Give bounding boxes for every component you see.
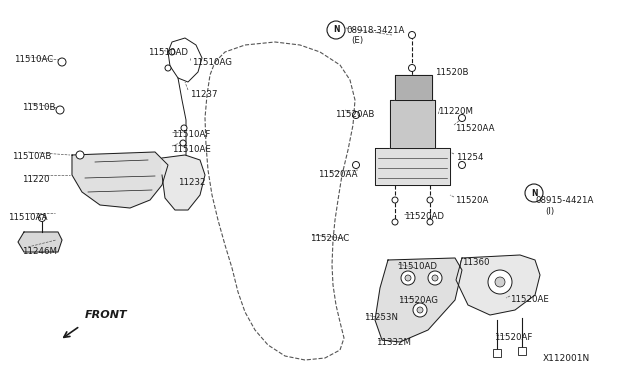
Text: 11360: 11360 [462,258,490,267]
Text: (I): (I) [545,207,554,216]
Text: 11254: 11254 [456,153,483,162]
Text: 11510B: 11510B [22,103,56,112]
Polygon shape [456,255,540,315]
Polygon shape [375,148,450,185]
Circle shape [525,184,543,202]
Polygon shape [72,152,168,208]
Polygon shape [162,155,205,210]
Circle shape [413,303,427,317]
Text: 11220M: 11220M [438,107,473,116]
Text: 11510AA: 11510AA [8,213,47,222]
Text: 11510AD: 11510AD [397,262,437,271]
Text: 11520AF: 11520AF [494,333,532,342]
Text: 11220: 11220 [22,175,49,184]
Circle shape [401,271,415,285]
Circle shape [181,125,187,131]
Text: 08918-3421A: 08918-3421A [346,26,404,35]
Text: X112001N: X112001N [543,354,590,363]
Text: 11520AE: 11520AE [510,295,549,304]
Circle shape [392,197,398,203]
Text: FRONT: FRONT [85,310,127,320]
Text: 11510AF: 11510AF [172,130,211,139]
Circle shape [488,270,512,294]
Text: 11237: 11237 [190,90,218,99]
Text: N: N [333,26,339,35]
Text: (E): (E) [351,36,363,45]
Text: 11510AE: 11510AE [172,145,211,154]
Circle shape [58,58,66,66]
Polygon shape [375,258,462,342]
Text: 11520AD: 11520AD [404,212,444,221]
Circle shape [427,197,433,203]
Text: 11332M: 11332M [376,338,411,347]
Text: 11520AB: 11520AB [335,110,374,119]
Polygon shape [18,232,62,252]
Text: 11520A: 11520A [455,196,488,205]
Text: 11520AG: 11520AG [398,296,438,305]
Circle shape [427,219,433,225]
Text: 11520B: 11520B [435,68,468,77]
Circle shape [432,275,438,281]
Polygon shape [390,100,435,148]
Text: 11510AB: 11510AB [12,152,51,161]
Circle shape [165,65,171,71]
Bar [518,347,526,355]
Circle shape [76,151,84,159]
Circle shape [495,277,505,287]
Circle shape [458,115,465,122]
Text: 11510AG: 11510AG [192,58,232,67]
Polygon shape [395,75,432,100]
Text: 11232: 11232 [178,178,205,187]
Circle shape [458,161,465,169]
Text: 11520AC: 11520AC [310,234,349,243]
Circle shape [353,112,360,119]
Text: 11253N: 11253N [364,313,398,322]
Circle shape [180,140,186,146]
Text: N: N [531,189,537,198]
Circle shape [392,219,398,225]
Circle shape [353,161,360,169]
Text: 11520AA: 11520AA [318,170,358,179]
Text: 08915-4421A: 08915-4421A [535,196,593,205]
Circle shape [408,64,415,71]
Circle shape [405,275,411,281]
Circle shape [327,21,345,39]
Text: 11510AD: 11510AD [148,48,188,57]
Circle shape [38,215,45,221]
Circle shape [417,307,423,313]
Text: 11510AC: 11510AC [14,55,53,64]
Circle shape [428,271,442,285]
Text: 11246M: 11246M [22,247,57,256]
Text: 11520AA: 11520AA [455,124,495,133]
Circle shape [169,49,175,55]
Circle shape [408,32,415,38]
Bar [493,349,501,357]
Circle shape [56,106,64,114]
